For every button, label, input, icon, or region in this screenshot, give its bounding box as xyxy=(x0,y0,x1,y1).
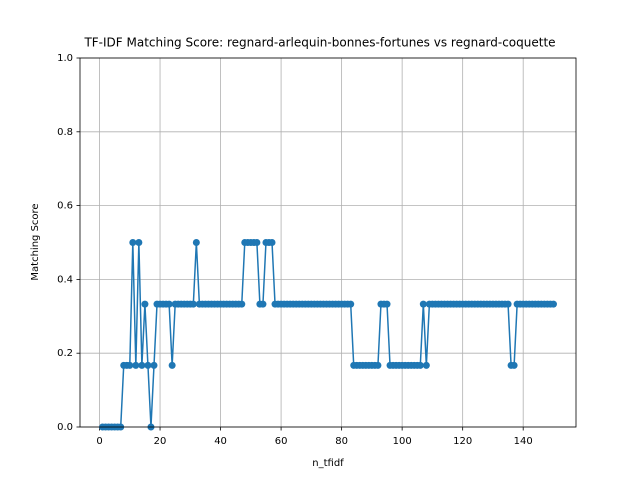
data-point xyxy=(135,239,143,246)
x-tick-label: 120 xyxy=(453,436,472,447)
x-tick-label: 20 xyxy=(154,436,167,447)
data-point xyxy=(238,300,246,308)
chart-title: TF-IDF Matching Score: regnard-arlequin-… xyxy=(83,36,555,50)
x-tick-label: 60 xyxy=(275,436,288,447)
data-point xyxy=(129,239,137,246)
data-point xyxy=(150,361,158,369)
y-tick-label: 0.6 xyxy=(57,201,73,212)
data-point xyxy=(189,300,197,308)
data-point xyxy=(374,361,382,369)
x-tick-label: 80 xyxy=(335,436,348,447)
data-point xyxy=(138,361,146,369)
x-tick-label: 0 xyxy=(96,436,102,447)
x-tick-label: 140 xyxy=(514,436,533,447)
x-tick-label: 100 xyxy=(393,436,412,447)
data-point xyxy=(504,300,512,308)
data-point xyxy=(383,300,391,308)
data-point xyxy=(416,361,424,369)
data-point xyxy=(347,300,355,308)
data-point xyxy=(126,361,134,369)
x-axis-label: n_tfidf xyxy=(312,458,344,469)
y-axis-label: Matching Score xyxy=(30,203,41,280)
data-point xyxy=(141,300,149,308)
y-tick-label: 0.8 xyxy=(57,127,73,138)
data-point xyxy=(549,300,557,308)
data-point xyxy=(165,300,173,308)
y-tick-label: 0.2 xyxy=(57,348,73,359)
data-point xyxy=(419,300,427,308)
data-point xyxy=(510,361,518,369)
data-point xyxy=(259,300,267,308)
x-tick-label: 40 xyxy=(214,436,227,447)
data-point xyxy=(422,361,430,369)
y-tick-label: 1.0 xyxy=(57,53,73,64)
y-tick-label: 0.4 xyxy=(57,274,73,285)
data-point xyxy=(192,239,200,246)
data-point xyxy=(144,361,152,369)
y-tick-label: 0.0 xyxy=(57,422,73,433)
data-point xyxy=(268,239,276,246)
plot-frame xyxy=(79,57,577,428)
data-point xyxy=(253,239,261,246)
data-point xyxy=(132,361,140,369)
data-point xyxy=(168,361,176,369)
